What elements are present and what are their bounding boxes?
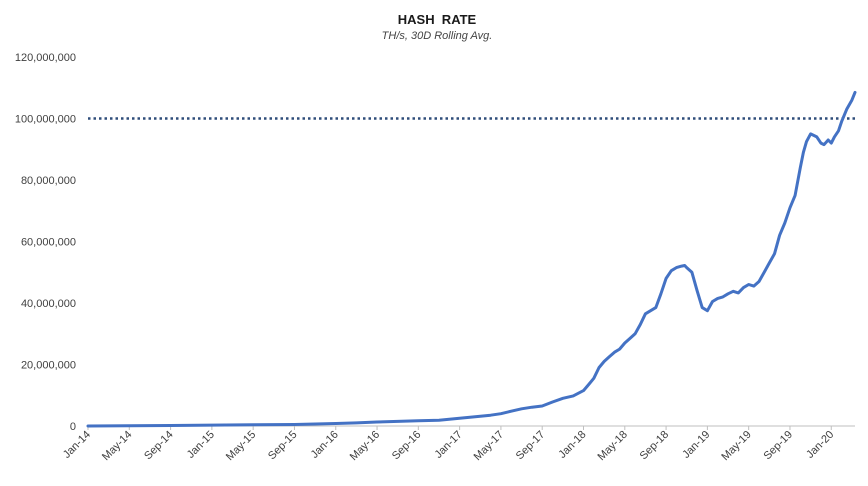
x-tick-label: May-16: [348, 429, 382, 463]
y-tick-label: 20,000,000: [21, 360, 76, 372]
x-tick-label: Sep-17: [514, 429, 548, 463]
hash-rate-line: [86, 90, 857, 428]
x-tick-label: Jan-17: [432, 429, 464, 461]
x-tick-label: Jan-15: [185, 429, 217, 461]
chart-title: HASH RATE: [398, 12, 477, 27]
y-tick-label: 80,000,000: [21, 175, 76, 187]
y-tick-label: 60,000,000: [21, 237, 76, 249]
chart-subtitle: TH/s, 30D Rolling Avg.: [382, 30, 493, 42]
x-tick-label: May-19: [719, 429, 753, 463]
x-tick-label: Sep-18: [638, 429, 672, 463]
x-axis-labels: Jan-14 May-14 Sep-14 Jan-15 May-15 Sep-15 Jan-…: [61, 429, 837, 463]
x-tick-label: Jan-16: [309, 429, 341, 461]
y-tick-label: 40,000,000: [21, 298, 76, 310]
x-tick-label: May-17: [472, 429, 506, 463]
x-tick-label: Sep-19: [762, 429, 796, 463]
x-tick-label: Jan-18: [556, 429, 588, 461]
x-tick-label: Jan-14: [61, 429, 93, 461]
x-tick-label: Sep-14: [142, 429, 176, 463]
y-tick-label: 120,000,000: [15, 52, 76, 64]
y-tick-label: 100,000,000: [15, 114, 76, 126]
x-axis-ticks: [87, 426, 832, 430]
x-tick-label: Sep-15: [266, 429, 300, 463]
x-tick-label: May-18: [595, 429, 629, 463]
x-tick-label: May-15: [224, 429, 258, 463]
y-tick-label: 0: [70, 421, 76, 433]
x-tick-label: May-14: [100, 429, 134, 463]
x-tick-label: Jan-19: [680, 429, 712, 461]
y-axis-labels: 0 20,000,000 40,000,000 60,000,000 80,000,00…: [15, 52, 76, 433]
x-tick-label: Sep-16: [390, 429, 424, 463]
x-tick-label: Jan-20: [804, 429, 836, 461]
